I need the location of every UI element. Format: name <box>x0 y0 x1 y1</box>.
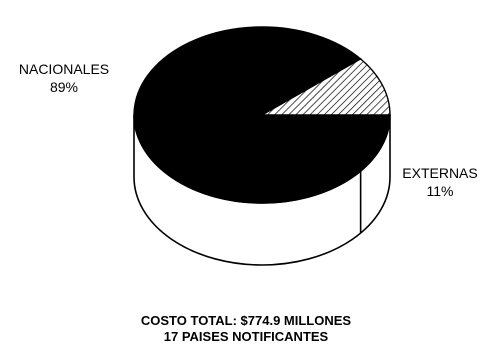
pie-3d-group <box>133 26 391 266</box>
pie-slice-externas <box>259 58 391 116</box>
slice-value-externas: 11% <box>427 183 454 199</box>
slice-label-nacionales: NACIONALES <box>19 61 109 77</box>
footer-countries: 17 PAISES NOTIFICANTES <box>164 329 329 344</box>
footer-total-cost: COSTO TOTAL: $774.9 MILLONES <box>141 313 352 328</box>
slice-value-nacionales: 89% <box>50 79 78 95</box>
slice-label-externas: EXTERNAS <box>402 165 477 181</box>
